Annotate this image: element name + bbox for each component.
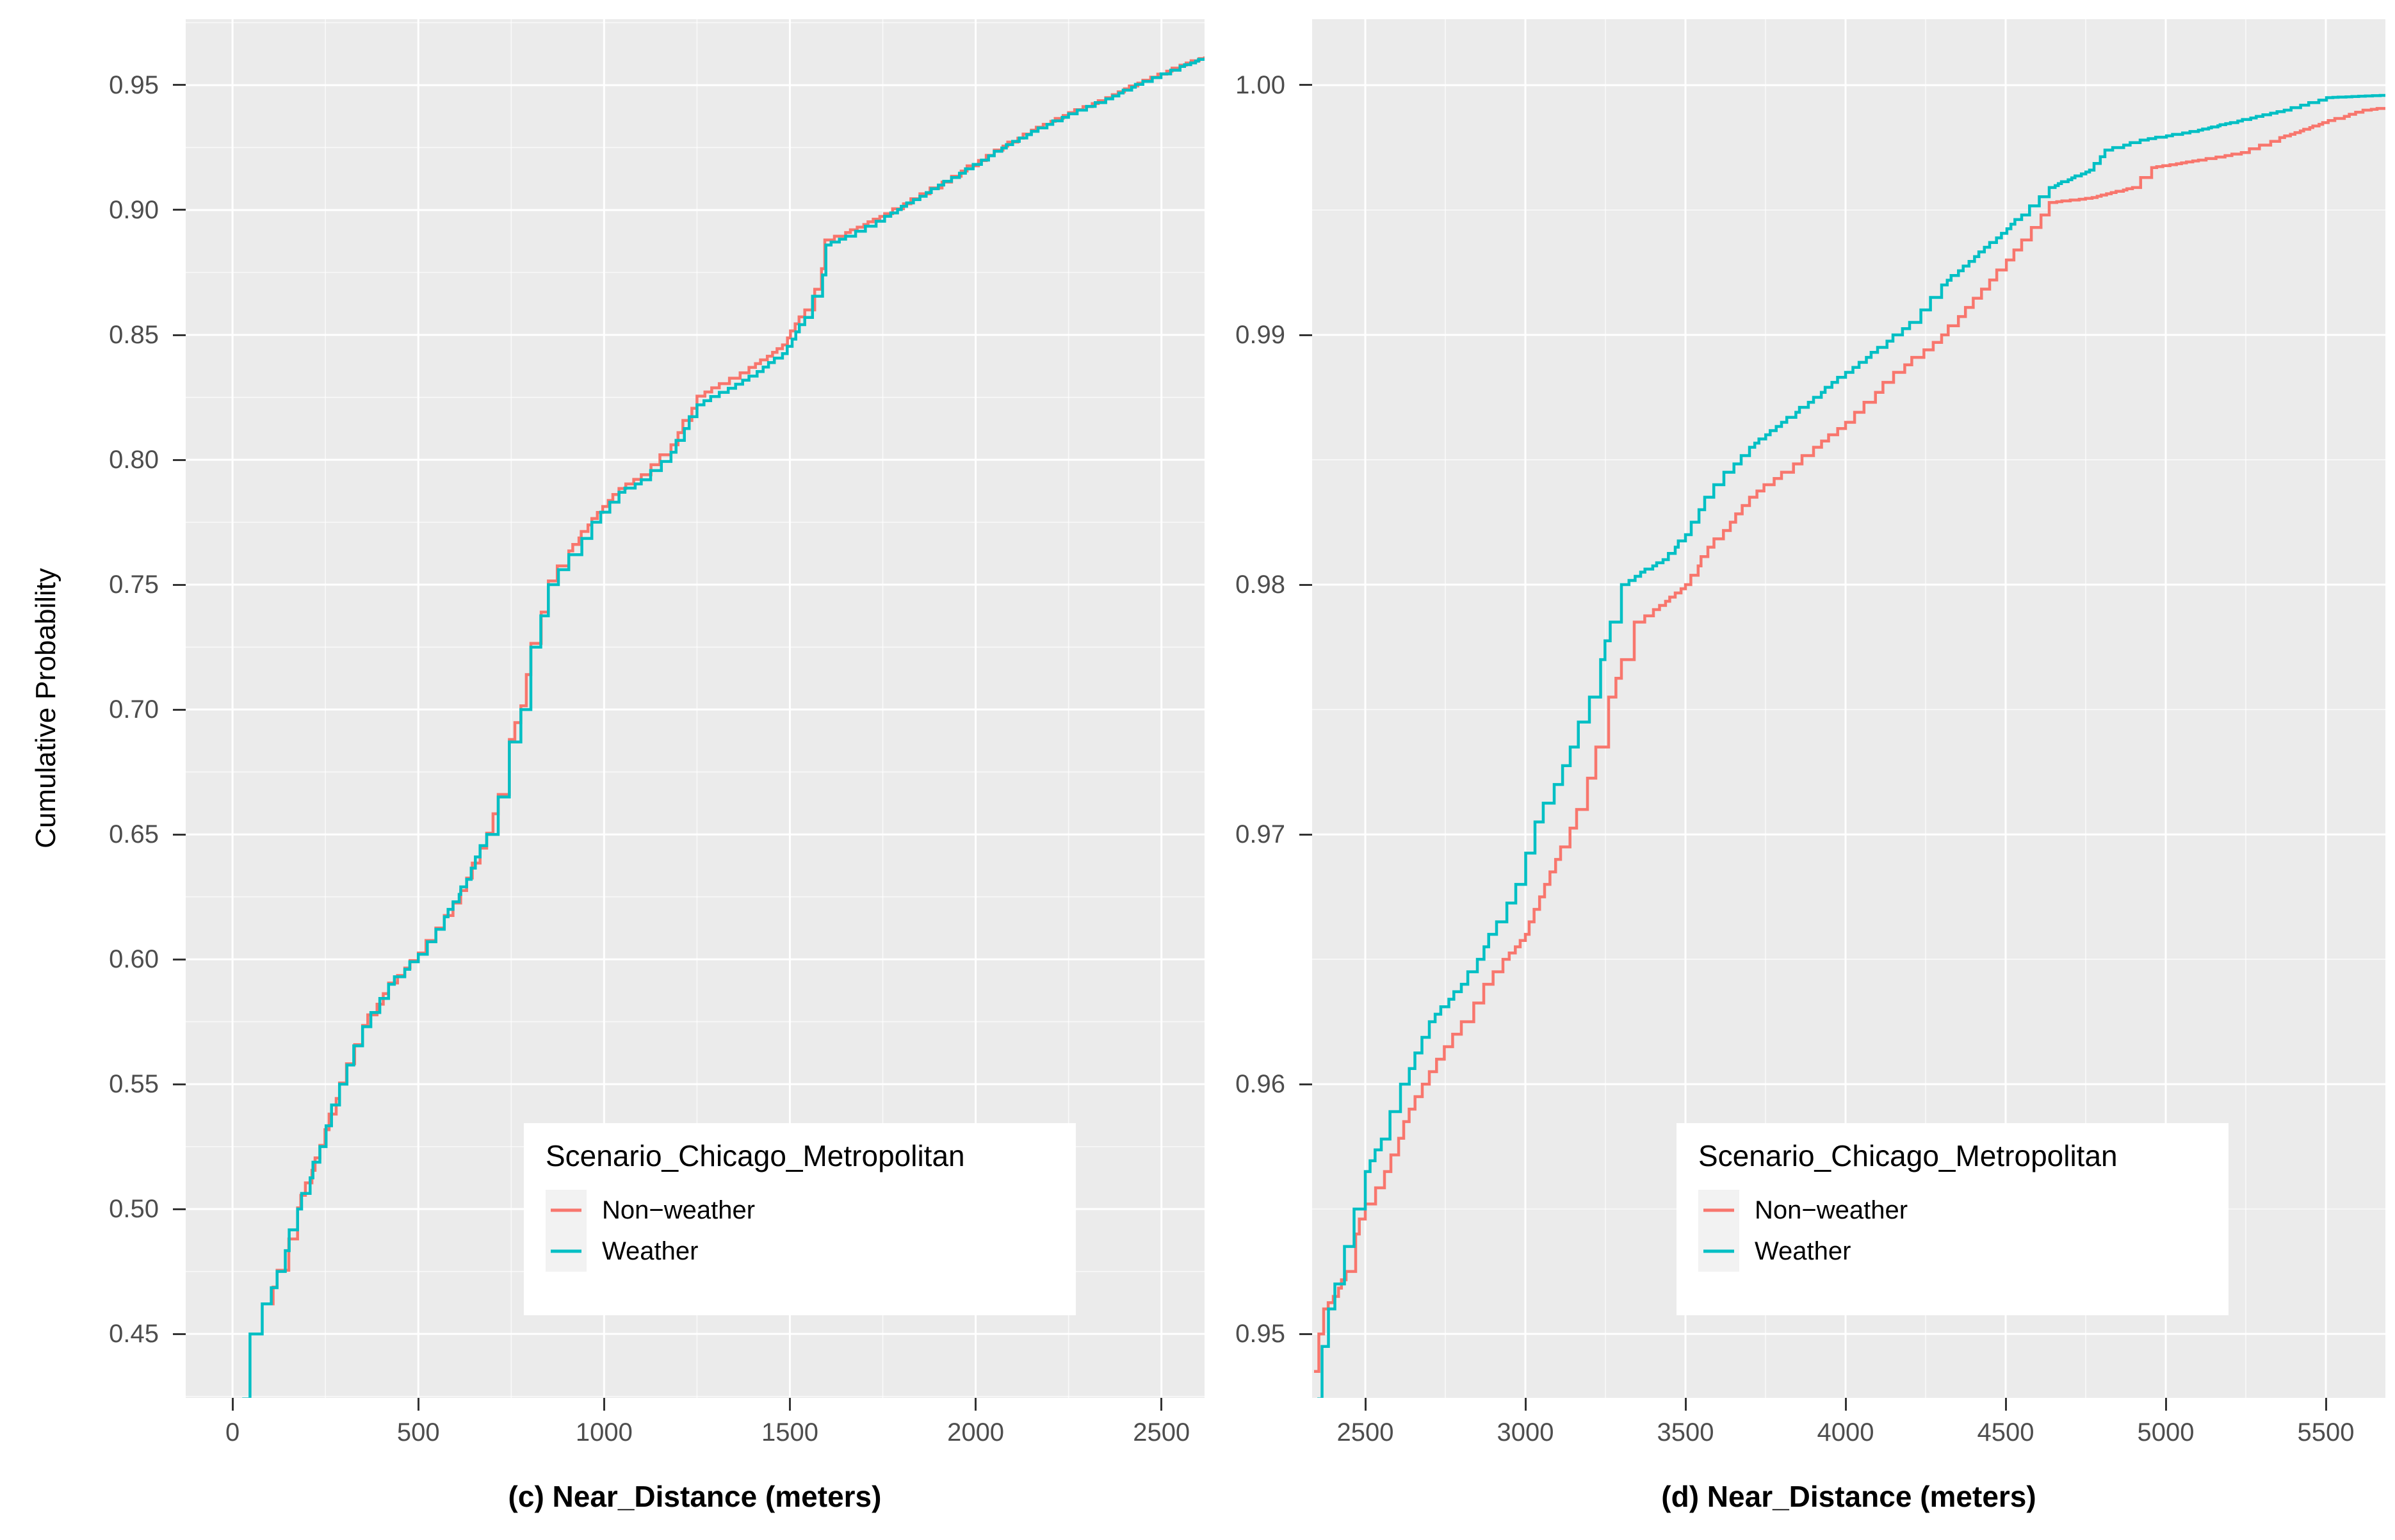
y-tick-mark [173, 708, 186, 711]
x-tick-mark [231, 1398, 234, 1411]
x-tick-label: 4500 [1977, 1418, 2034, 1447]
y-tick-label: 0.95 [1235, 1320, 1285, 1349]
y-tick-label: 0.95 [109, 70, 159, 99]
x-tick-mark [603, 1398, 605, 1411]
x-tick-mark [1364, 1398, 1367, 1411]
legend-item-non-weather: Non−weather [1698, 1190, 2229, 1231]
y-axis-title: Cumulative Probability [30, 568, 61, 848]
legend-line-weather-icon [551, 1249, 581, 1253]
legend-item-weather: Weather [546, 1231, 1076, 1272]
x-tick-mark [1684, 1398, 1687, 1411]
legend-item-non-weather: Non−weather [546, 1190, 1076, 1231]
y-tick-label: 0.65 [109, 820, 159, 849]
x-tick-mark [1524, 1398, 1527, 1411]
legend-key-non-weather [1698, 1190, 1739, 1231]
x-tick-mark [417, 1398, 419, 1411]
y-tick-label: 0.50 [109, 1195, 159, 1224]
legend-label-non-weather: Non−weather [1755, 1196, 1908, 1224]
y-tick-mark [1299, 334, 1312, 336]
x-tick-label: 1500 [761, 1418, 818, 1447]
x-axis-title-d: (d) Near_Distance (meters) [1661, 1480, 2036, 1513]
y-tick-label: 0.97 [1235, 820, 1285, 849]
legend-line-weather-icon [1703, 1249, 1734, 1253]
y-tick-mark [173, 833, 186, 836]
x-tick-mark [975, 1398, 977, 1411]
y-tick-mark [1299, 84, 1312, 86]
legend-item-weather: Weather [1698, 1231, 2229, 1272]
legend-rows: Non−weather Weather [1698, 1190, 2229, 1272]
ecdf-curve-non-weather [1314, 107, 2385, 1373]
y-tick-label: 0.75 [109, 571, 159, 599]
x-tick-label: 2500 [1336, 1418, 1394, 1447]
y-tick-mark [1299, 833, 1312, 836]
y-tick-mark [173, 1333, 186, 1335]
x-tick-mark [2325, 1398, 2327, 1411]
y-tick-mark [173, 209, 186, 211]
legend-panel-c: Scenario_Chicago_Metropolitan Non−weathe… [524, 1123, 1076, 1315]
legend-line-non-weather-icon [551, 1208, 581, 1212]
y-tick-mark [173, 84, 186, 86]
y-tick-label: 0.99 [1235, 321, 1285, 349]
y-tick-mark [1299, 1333, 1312, 1335]
y-tick-label: 0.96 [1235, 1070, 1285, 1099]
x-tick-label: 1000 [575, 1418, 633, 1447]
x-tick-label: 5000 [2137, 1418, 2195, 1447]
y-tick-label: 1.00 [1235, 70, 1285, 99]
y-tick-mark [173, 1208, 186, 1210]
y-tick-label: 0.55 [109, 1070, 159, 1099]
legend-key-non-weather [546, 1190, 587, 1231]
y-tick-label: 0.85 [109, 321, 159, 349]
legend-label-non-weather: Non−weather [602, 1196, 756, 1224]
x-tick-mark [788, 1398, 791, 1411]
ecdf-curve-weather [1317, 93, 2385, 1398]
y-tick-label: 0.70 [109, 695, 159, 724]
x-tick-mark [2164, 1398, 2167, 1411]
y-tick-label: 0.45 [109, 1320, 159, 1349]
legend-line-non-weather-icon [1703, 1208, 1734, 1212]
x-tick-label: 2500 [1133, 1418, 1190, 1447]
x-tick-label: 5500 [2297, 1418, 2355, 1447]
legend-rows: Non−weather Weather [546, 1190, 1076, 1272]
y-tick-mark [1299, 583, 1312, 586]
y-tick-label: 0.98 [1235, 571, 1285, 599]
x-tick-label: 500 [396, 1418, 440, 1447]
legend-label-weather: Weather [602, 1236, 699, 1265]
ecdf-curve-weather [242, 58, 1205, 1398]
y-tick-label: 0.60 [109, 945, 159, 974]
y-tick-label: 0.90 [109, 195, 159, 224]
legend-title: Scenario_Chicago_Metropolitan [1698, 1139, 2118, 1172]
y-tick-label: 0.80 [109, 446, 159, 474]
legend-key-weather [546, 1231, 587, 1272]
y-tick-mark [1299, 1083, 1312, 1085]
x-tick-mark [1844, 1398, 1847, 1411]
y-tick-mark [173, 958, 186, 960]
x-tick-label: 0 [225, 1418, 240, 1447]
y-tick-mark [173, 334, 186, 336]
legend-title: Scenario_Chicago_Metropolitan [546, 1139, 965, 1172]
x-tick-mark [1160, 1398, 1163, 1411]
y-tick-mark [173, 583, 186, 586]
legend-panel-d: Scenario_Chicago_Metropolitan Non−weathe… [1676, 1123, 2229, 1315]
y-tick-mark [173, 1083, 186, 1085]
y-tick-mark [173, 458, 186, 461]
x-tick-label: 4000 [1817, 1418, 1874, 1447]
legend-key-weather [1698, 1231, 1739, 1272]
x-tick-mark [2004, 1398, 2007, 1411]
x-tick-label: 2000 [947, 1418, 1005, 1447]
x-axis-title-c: (c) Near_Distance (meters) [508, 1480, 882, 1513]
ecdf-curve-non-weather [268, 56, 1205, 1306]
x-tick-label: 3500 [1657, 1418, 1714, 1447]
x-tick-label: 3000 [1497, 1418, 1554, 1447]
legend-label-weather: Weather [1755, 1236, 1851, 1265]
